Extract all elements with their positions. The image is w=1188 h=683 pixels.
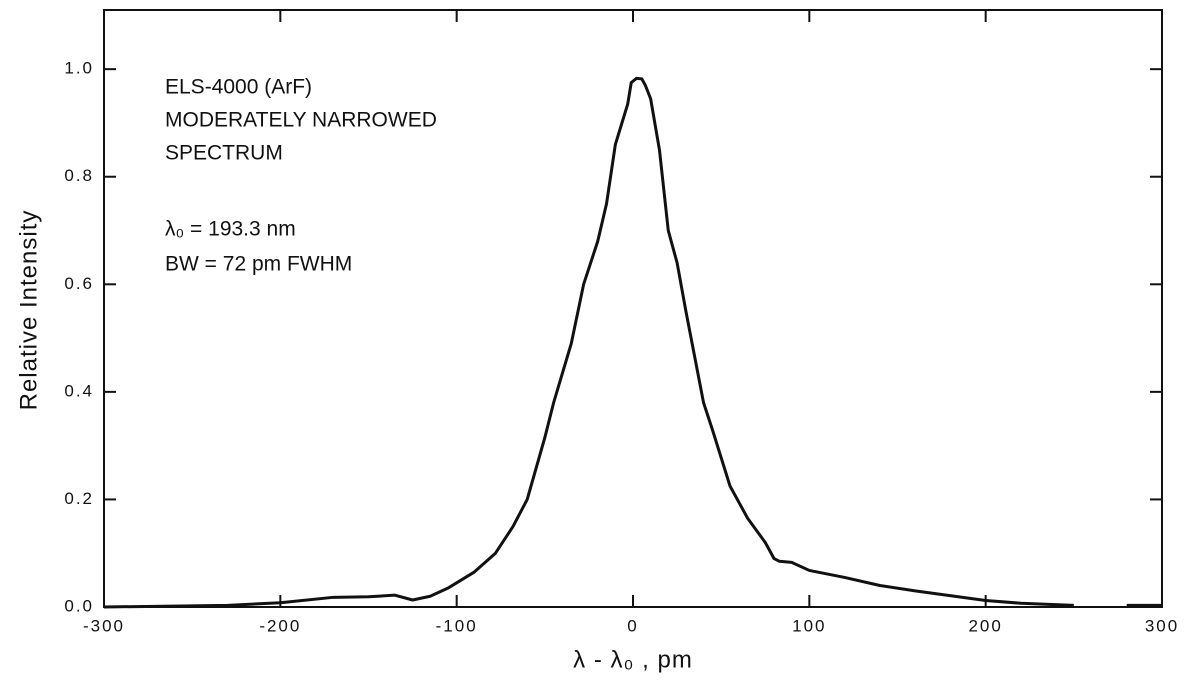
y-tick-label: 0.8 <box>64 166 94 185</box>
y-tick-label: 0.2 <box>64 489 94 508</box>
y-tick-label: 0.4 <box>64 381 94 400</box>
x-tick-label: -200 <box>259 616 301 635</box>
x-tick-label: 0 <box>627 616 638 635</box>
y-tick-label: 0.0 <box>64 596 94 615</box>
x-axis-label: λ - λ₀ , pm <box>573 646 693 673</box>
x-tick-label: 100 <box>792 616 826 635</box>
x-tick-label: 300 <box>1145 616 1179 635</box>
line-series <box>103 76 1162 609</box>
annotation: ELS-4000 (ArF) <box>165 76 312 99</box>
plot-frame <box>103 9 1163 608</box>
x-tick-label: -100 <box>436 616 478 635</box>
y-tick-label: 1.0 <box>64 59 94 78</box>
y-tick-label: 0.6 <box>64 274 94 293</box>
annotation: λ₀ = 193.3 nm <box>165 218 296 241</box>
y-axis-label: Relative Intensity <box>15 210 42 411</box>
x-tick-label: -300 <box>83 616 125 635</box>
annotation: SPECTRUM <box>165 142 283 165</box>
annotation: MODERATELY NARROWED <box>165 109 437 132</box>
annotation: BW = 72 pm FWHM <box>165 253 352 276</box>
x-tick-label: 200 <box>968 616 1002 635</box>
